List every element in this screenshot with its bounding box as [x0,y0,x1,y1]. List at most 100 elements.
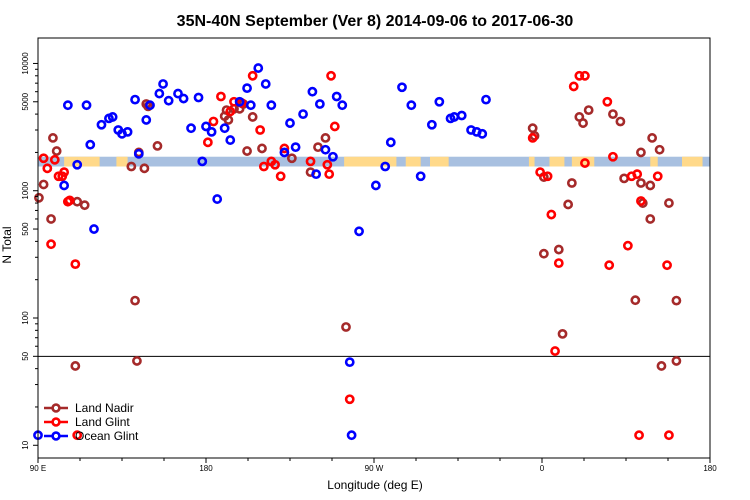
land-glint-point [258,161,269,172]
land-glint-point [70,259,81,270]
x-tick-label: 180 [199,464,213,473]
land-nadir-point [286,153,297,164]
land-nadir-point [320,133,331,143]
ocean-glint-point [285,118,295,128]
land-nadir-point [583,105,594,116]
land-glint-point [580,70,590,81]
legend-marker-land-glint [51,417,61,427]
chart-title: 35N-40N September (Ver 8) 2014-09-06 to … [177,13,574,30]
ocean-glint-point [122,126,133,137]
land-glint-point [604,260,615,271]
x-axis: 90 E 180 90 W 0 180 [30,458,717,473]
land-nadir-point [48,133,58,143]
ocean-glint-point [133,148,144,159]
land-nadir-point [563,199,574,210]
ocean-glint-point [163,95,174,106]
land-band-segment [528,156,535,167]
y-tick-label: 1000 [21,181,30,199]
land-glint-point [602,96,613,107]
land-glint-point [279,143,290,154]
ocean-glint-point [141,115,152,125]
ocean-glint-point [328,151,338,162]
legend-label-ocean-glint: Ocean Glint [75,429,139,443]
ocean-glint-point [212,194,223,204]
land-band-segment [430,156,449,167]
land-glint-point [580,158,590,168]
ocean-glint-point [81,100,92,111]
ocean-glint-point [260,79,271,89]
land-nadir-point [578,118,588,128]
ocean-glint-point [158,79,168,89]
ocean-glint-point [96,119,107,130]
land-glint-point [208,116,219,127]
ocean-glint-point [307,86,318,97]
land-nadir-point [219,111,230,122]
land-glint-point [622,240,633,251]
ocean-glint-point [242,83,252,94]
land-glint-point [225,106,236,117]
land-glint-point [42,163,53,174]
land-nadir-point [152,141,163,151]
ocean-glint-point [385,137,396,148]
land-glint-point [275,171,286,182]
ocean-glint-point [234,96,245,107]
land-nadir-point [72,196,83,207]
ocean-glint-point [354,226,364,237]
land-band-segment [116,156,128,167]
land-nadir-point [313,142,323,153]
ocean-glint-point [337,100,348,111]
ocean-glint-point [201,121,211,132]
ocean-glint-point [178,93,189,104]
ocean-glint-point [346,430,357,441]
legend-label-land-nadir: Land Nadir [75,401,134,415]
ocean-glint-point [380,161,391,172]
land-glint-point [72,430,83,441]
ocean-glint-point [279,147,290,158]
x-tick-label: 90 E [30,464,46,473]
land-nadir-point [51,146,62,156]
land-nadir-point [527,123,538,134]
land-nadir-point [645,180,656,191]
land-nadir-point [608,109,618,120]
ocean-glint-point [426,119,437,130]
ocean-glint-point [253,63,264,73]
ocean-glint-point [290,142,301,153]
land-glint-point [527,133,538,143]
land-nadir-point [126,161,137,172]
land-band-segment [682,156,703,167]
land-glint-point [344,394,355,405]
land-glint-point [329,121,340,132]
land-nadir-point [46,214,56,224]
land-glint-point [255,125,266,135]
land-nadir-point [671,356,682,366]
land-nadir-point [645,214,656,224]
ocean-glint-point [456,110,467,121]
y-axis: 10 50 100 500 1000 5000 10000 [21,52,38,450]
ocean-glint-point [206,126,217,137]
ocean-glint-point [406,100,417,111]
land-nadir-point [647,133,658,143]
ocean-glint-point [193,92,204,103]
y-axis-label: N Total [0,226,14,263]
land-glint-point [550,346,560,356]
ocean-glint-point [85,139,96,150]
ocean-glint-point [59,180,70,191]
land-glint-point [546,209,557,220]
ocean-glint-point [481,94,491,105]
land-nadir-point [619,173,630,184]
ocean-glint-point [245,100,256,111]
land-band-segment [549,156,565,167]
land-glint-point [568,81,579,92]
ocean-glint-point [331,91,342,102]
ocean-glint-point [186,123,196,134]
land-band-segment [64,156,100,167]
ocean-glint-point [477,128,488,139]
legend-label-land-glint: Land Glint [75,415,130,429]
y-tick-label: 10000 [21,52,30,75]
ocean-glint-point [298,109,308,120]
ocean-glint-point [197,156,208,167]
ocean-glint-point [434,96,445,107]
land-glint-point [574,70,585,81]
